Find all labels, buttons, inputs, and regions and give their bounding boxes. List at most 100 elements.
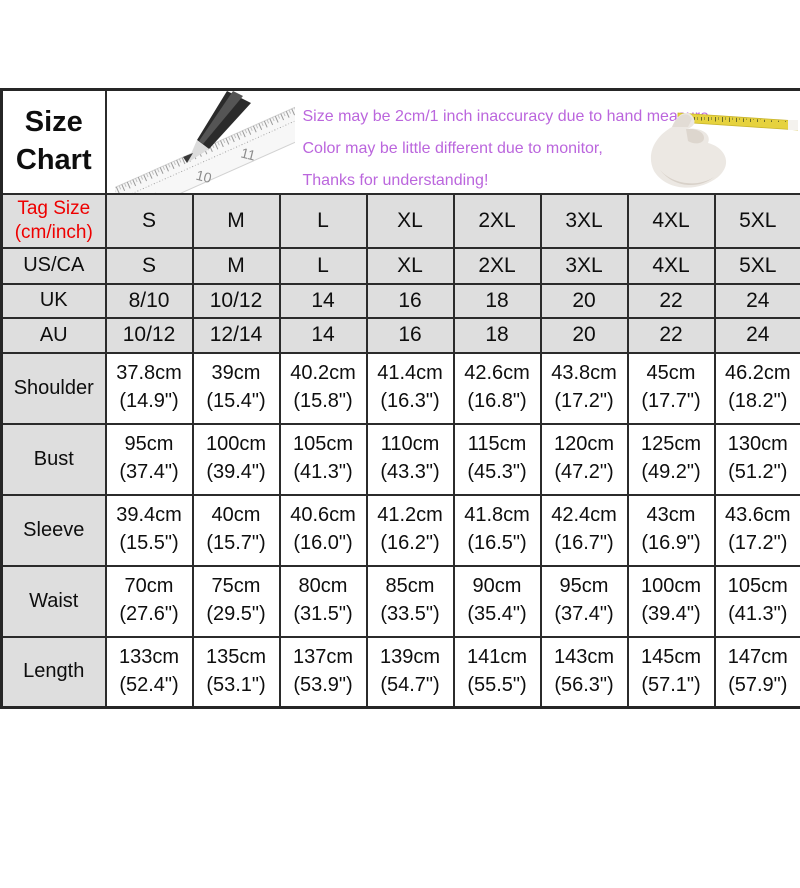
measure-cell: 41.8cm(16.5") bbox=[454, 495, 541, 566]
measure-inch: (37.4") bbox=[542, 601, 627, 629]
measure-cm: 46.2cm bbox=[716, 360, 800, 388]
measure-cell: 80cm(31.5") bbox=[280, 566, 367, 637]
waist-label: Waist bbox=[2, 566, 106, 637]
measure-cm: 137cm bbox=[281, 644, 366, 672]
measure-cm: 135cm bbox=[194, 644, 279, 672]
measure-cm: 41.8cm bbox=[455, 502, 540, 530]
measure-inch: (54.7") bbox=[368, 672, 453, 700]
measure-cell: 39cm(15.4") bbox=[193, 353, 280, 424]
measure-cell: 95cm(37.4") bbox=[541, 566, 628, 637]
size-cell: 5XL bbox=[715, 194, 800, 248]
size-cell: 22 bbox=[628, 318, 715, 353]
measure-cell: 41.4cm(16.3") bbox=[367, 353, 454, 424]
measure-inch: (56.3") bbox=[542, 672, 627, 700]
size-chart-table: Size Chart 9 10 11 bbox=[0, 88, 800, 709]
measure-inch: (16.3") bbox=[368, 388, 453, 416]
measure-cell: 85cm(33.5") bbox=[367, 566, 454, 637]
measure-inch: (41.3") bbox=[716, 601, 800, 629]
measure-inch: (17.2") bbox=[542, 388, 627, 416]
measure-inch: (18.2") bbox=[716, 388, 800, 416]
measure-cm: 41.4cm bbox=[368, 360, 453, 388]
tag-size-label-line2: (cm/inch) bbox=[3, 221, 105, 245]
measure-cell: 37.8cm(14.9") bbox=[106, 353, 193, 424]
au-row: AU 10/12 12/14 14 16 18 20 22 24 bbox=[2, 318, 800, 353]
size-cell: 16 bbox=[367, 318, 454, 353]
sleeve-label: Sleeve bbox=[2, 495, 106, 566]
measure-cell: 43.6cm(17.2") bbox=[715, 495, 800, 566]
header-banner: 9 10 11 Size may be 2cm/1 inch inaccurac… bbox=[106, 90, 800, 194]
bust-label: Bust bbox=[2, 424, 106, 495]
measure-cell: 90cm(35.4") bbox=[454, 566, 541, 637]
measure-inch: (17.2") bbox=[716, 530, 800, 558]
measure-cm: 95cm bbox=[542, 573, 627, 601]
measure-cell: 135cm(53.1") bbox=[193, 637, 280, 708]
title-line-1: Size bbox=[3, 104, 105, 142]
measure-inch: (45.3") bbox=[455, 459, 540, 487]
measure-inch: (41.3") bbox=[281, 459, 366, 487]
measure-inch: (51.2") bbox=[716, 459, 800, 487]
measure-inch: (57.9") bbox=[716, 672, 800, 700]
au-label: AU bbox=[2, 318, 106, 353]
title-line-2: Chart bbox=[3, 142, 105, 180]
size-cell: 20 bbox=[541, 284, 628, 318]
measure-inch: (31.5") bbox=[281, 601, 366, 629]
size-chart-title: Size Chart bbox=[2, 90, 106, 194]
measure-cm: 43.8cm bbox=[542, 360, 627, 388]
size-cell: M bbox=[193, 248, 280, 284]
measure-inch: (14.9") bbox=[107, 388, 192, 416]
size-cell: 12/14 bbox=[193, 318, 280, 353]
size-cell: XL bbox=[367, 248, 454, 284]
measure-cell: 95cm(37.4") bbox=[106, 424, 193, 495]
measure-inch: (16.5") bbox=[455, 530, 540, 558]
measure-inch: (16.9") bbox=[629, 530, 714, 558]
measure-cm: 42.4cm bbox=[542, 502, 627, 530]
measure-cm: 40.2cm bbox=[281, 360, 366, 388]
size-cell: 10/12 bbox=[106, 318, 193, 353]
measure-inch: (17.7") bbox=[629, 388, 714, 416]
size-cell: 20 bbox=[541, 318, 628, 353]
measure-cell: 46.2cm(18.2") bbox=[715, 353, 800, 424]
measure-cell: 42.6cm(16.8") bbox=[454, 353, 541, 424]
measure-cm: 70cm bbox=[107, 573, 192, 601]
size-cell: 2XL bbox=[454, 194, 541, 248]
measure-inch: (16.0") bbox=[281, 530, 366, 558]
measure-inch: (55.5") bbox=[455, 672, 540, 700]
size-cell: 24 bbox=[715, 284, 800, 318]
size-cell: S bbox=[106, 248, 193, 284]
size-cell: 24 bbox=[715, 318, 800, 353]
measure-inch: (43.3") bbox=[368, 459, 453, 487]
measure-cell: 43.8cm(17.2") bbox=[541, 353, 628, 424]
measure-inch: (39.4") bbox=[194, 459, 279, 487]
size-cell: 3XL bbox=[541, 248, 628, 284]
uk-label: UK bbox=[2, 284, 106, 318]
measure-inch: (16.8") bbox=[455, 388, 540, 416]
measure-cell: 42.4cm(16.7") bbox=[541, 495, 628, 566]
measure-cm: 130cm bbox=[716, 431, 800, 459]
measure-cm: 90cm bbox=[455, 573, 540, 601]
usca-row: US/CA S M L XL 2XL 3XL 4XL 5XL bbox=[2, 248, 800, 284]
measure-cm: 145cm bbox=[629, 644, 714, 672]
length-row: Length 133cm(52.4") 135cm(53.1") 137cm(5… bbox=[2, 637, 800, 708]
measure-cell: 139cm(54.7") bbox=[367, 637, 454, 708]
measure-cell: 75cm(29.5") bbox=[193, 566, 280, 637]
measure-inch: (53.9") bbox=[281, 672, 366, 700]
measure-cell: 45cm(17.7") bbox=[628, 353, 715, 424]
measure-cell: 143cm(56.3") bbox=[541, 637, 628, 708]
measure-inch: (35.4") bbox=[455, 601, 540, 629]
size-cell: 14 bbox=[280, 284, 367, 318]
measure-cm: 105cm bbox=[716, 573, 800, 601]
tag-size-row: Tag Size (cm/inch) S M L XL 2XL 3XL 4XL … bbox=[2, 194, 800, 248]
measure-inch: (16.7") bbox=[542, 530, 627, 558]
measure-cell: 100cm(39.4") bbox=[193, 424, 280, 495]
measure-inch: (52.4") bbox=[107, 672, 192, 700]
measure-cm: 42.6cm bbox=[455, 360, 540, 388]
measure-cm: 39.4cm bbox=[107, 502, 192, 530]
measure-cm: 115cm bbox=[455, 431, 540, 459]
measure-cm: 85cm bbox=[368, 573, 453, 601]
measure-cm: 110cm bbox=[368, 431, 453, 459]
bust-row: Bust 95cm(37.4") 100cm(39.4") 105cm(41.3… bbox=[2, 424, 800, 495]
tag-size-label: Tag Size (cm/inch) bbox=[2, 194, 106, 248]
measure-cell: 133cm(52.4") bbox=[106, 637, 193, 708]
measure-cm: 147cm bbox=[716, 644, 800, 672]
measure-inch: (29.5") bbox=[194, 601, 279, 629]
